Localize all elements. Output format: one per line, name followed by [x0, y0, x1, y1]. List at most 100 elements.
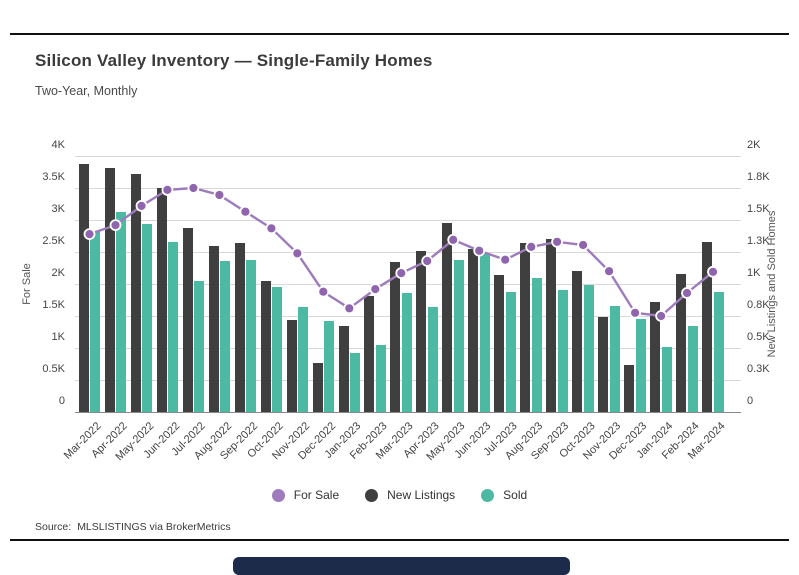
bar-sold[interactable] [609, 305, 620, 412]
bar-sold[interactable] [168, 241, 179, 412]
bar-sold[interactable] [635, 318, 646, 412]
bar-sold[interactable] [220, 260, 231, 412]
source-value: MLSLISTINGS via BrokerMetrics [77, 521, 231, 533]
legend-item-sold: Sold [481, 488, 527, 502]
bar-new-listings[interactable] [156, 188, 167, 412]
for-sale-point [213, 189, 226, 201]
for-sale-point [603, 265, 615, 278]
bar-sold[interactable] [687, 326, 698, 412]
gridline[interactable] [75, 220, 741, 221]
bar-sold[interactable] [453, 259, 464, 412]
bar-sold[interactable] [531, 277, 542, 412]
bar-new-listings[interactable] [312, 363, 323, 412]
right-axis-tick[interactable]: 1K [747, 267, 761, 279]
bar-sold[interactable] [350, 353, 360, 412]
right-axis-tick[interactable]: 1.3K [747, 235, 770, 247]
top-divider [10, 33, 789, 35]
legend-item-for-sale: For Sale [271, 488, 340, 502]
right-axis-tick[interactable]: 0 [747, 395, 754, 407]
right-axis-tick[interactable]: 2K [747, 139, 761, 151]
bar-new-listings[interactable] [650, 301, 661, 412]
left-axis-tick[interactable]: 0 [58, 395, 65, 407]
bar-sold[interactable] [298, 307, 309, 412]
bar-new-listings[interactable] [130, 173, 141, 412]
right-axis-tick[interactable]: 0.3K [747, 363, 770, 375]
bar-new-listings[interactable] [234, 243, 245, 412]
bar-new-listings[interactable] [546, 239, 557, 412]
bar-new-listings[interactable] [104, 167, 115, 412]
bar-sold[interactable] [401, 292, 412, 412]
legend-label: Sold [503, 488, 528, 502]
source-note: Source: MLSLISTINGS via BrokerMetrics [35, 521, 231, 533]
bar-new-listings[interactable] [676, 273, 687, 412]
for-sale-point [499, 253, 512, 266]
legend-swatch-icon [481, 488, 495, 502]
legend-item-new-listings: New Listings [365, 488, 455, 502]
bar-new-listings[interactable] [520, 243, 531, 412]
bar-sold[interactable] [583, 285, 594, 412]
bar-sold[interactable] [142, 223, 153, 412]
for-sale-point [369, 283, 382, 296]
right-axis-tick[interactable]: 0.5K [747, 331, 770, 343]
for-sale-point [343, 302, 356, 315]
bar-new-listings[interactable] [182, 227, 193, 412]
bar-new-listings[interactable] [208, 245, 219, 412]
left-axis-tick[interactable]: 1.5K [42, 299, 65, 311]
right-axis-title: New Listings and Sold Homes [766, 210, 778, 358]
legend-label: New Listings [387, 488, 456, 502]
left-axis-tick[interactable]: 0.5K [42, 363, 65, 375]
bar-new-listings[interactable] [624, 364, 635, 412]
bar-sold[interactable] [557, 290, 568, 412]
bar-new-listings[interactable] [78, 163, 89, 412]
bottom-scrollbar-thumb[interactable] [233, 557, 570, 575]
left-axis-title: For Sale [21, 263, 33, 305]
bar-new-listings[interactable] [572, 271, 583, 412]
bar-new-listings[interactable] [416, 250, 427, 412]
bar-sold[interactable] [90, 231, 101, 412]
bar-sold[interactable] [427, 307, 438, 412]
bar-sold[interactable] [272, 286, 283, 412]
left-axis-tick[interactable]: 4K [51, 139, 65, 151]
left-axis-tick[interactable]: 2K [51, 267, 65, 279]
legend-swatch-icon [365, 488, 379, 502]
right-axis-tick[interactable]: 1.8K [747, 171, 770, 183]
bottom-divider [10, 539, 789, 541]
bar-new-listings[interactable] [598, 317, 609, 412]
bar-sold[interactable] [505, 291, 516, 412]
right-axis-tick[interactable]: 0.8K [747, 299, 770, 311]
bar-new-listings[interactable] [338, 326, 349, 412]
gridline[interactable] [75, 412, 741, 413]
bar-sold[interactable] [661, 346, 672, 412]
bar-sold[interactable] [713, 291, 724, 412]
for-sale-point [239, 205, 252, 218]
bar-new-listings[interactable] [702, 241, 713, 412]
bar-sold[interactable] [246, 259, 257, 412]
bar-sold[interactable] [479, 253, 490, 412]
bar-sold[interactable] [324, 321, 335, 412]
right-axis-tick[interactable]: 1.5K [747, 203, 770, 215]
bar-new-listings[interactable] [390, 262, 401, 412]
bar-sold[interactable] [375, 345, 386, 412]
bar-new-listings[interactable] [494, 275, 505, 412]
left-axis-tick[interactable]: 2.5K [42, 235, 65, 247]
bar-new-listings[interactable] [260, 281, 271, 412]
bar-new-listings[interactable] [468, 249, 479, 412]
legend-swatch-icon [271, 488, 285, 502]
for-sale-point [577, 239, 589, 251]
left-axis-tick[interactable]: 3K [51, 203, 65, 215]
left-axis-tick[interactable]: 3.5K [42, 171, 65, 183]
bar-sold[interactable] [116, 212, 127, 412]
left-axis-tick[interactable]: 1K [51, 331, 65, 343]
bar-new-listings[interactable] [364, 295, 375, 412]
bar-sold[interactable] [194, 281, 205, 412]
for-sale-point [265, 222, 278, 235]
bar-new-listings[interactable] [286, 319, 297, 412]
chart-title: Silicon Valley Inventory — Single-Family… [35, 51, 433, 70]
gridline[interactable] [75, 156, 741, 157]
for-sale-point [291, 247, 304, 260]
chart-subtitle: Two-Year, Monthly [35, 84, 138, 98]
gridline[interactable] [75, 188, 741, 189]
bar-new-listings[interactable] [442, 222, 453, 412]
legend-label: For Sale [293, 488, 340, 502]
